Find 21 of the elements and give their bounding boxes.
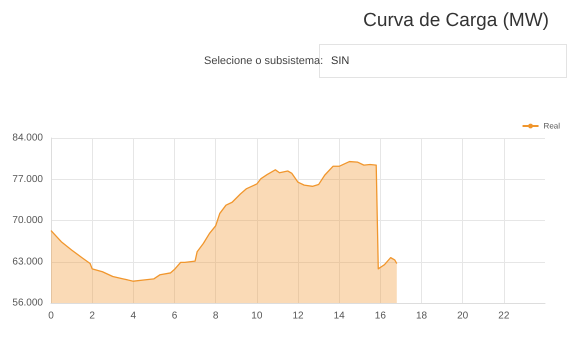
x-tick-label: 12 (292, 310, 304, 322)
x-tick-label: 20 (457, 310, 469, 322)
x-tick-label: 18 (416, 310, 428, 322)
y-tick-label: 63.000 (12, 256, 44, 268)
x-tick-label: 8 (212, 310, 219, 322)
legend-label: Real (544, 122, 560, 130)
x-tick-label: 22 (498, 310, 510, 322)
x-tick-label: 16 (374, 310, 386, 322)
text: SIN (331, 55, 350, 67)
x-tick-label: 14 (334, 310, 346, 322)
x-tick-label: 4 (130, 310, 137, 322)
x-tick-label: 2 (89, 310, 96, 322)
text: Selecione o subsistema: (204, 55, 324, 67)
chart-title: Curva de Carga (MW) (363, 10, 549, 32)
x-tick-label: 6 (172, 310, 178, 322)
y-tick-label: 56.000 (12, 298, 44, 308)
x-tick-label: 0 (48, 310, 54, 322)
y-tick-label: 84.000 (12, 132, 44, 144)
y-tick-label: 70.000 (12, 215, 44, 226)
y-tick-label: 77.000 (12, 174, 44, 185)
x-tick-label: 10 (251, 310, 263, 322)
